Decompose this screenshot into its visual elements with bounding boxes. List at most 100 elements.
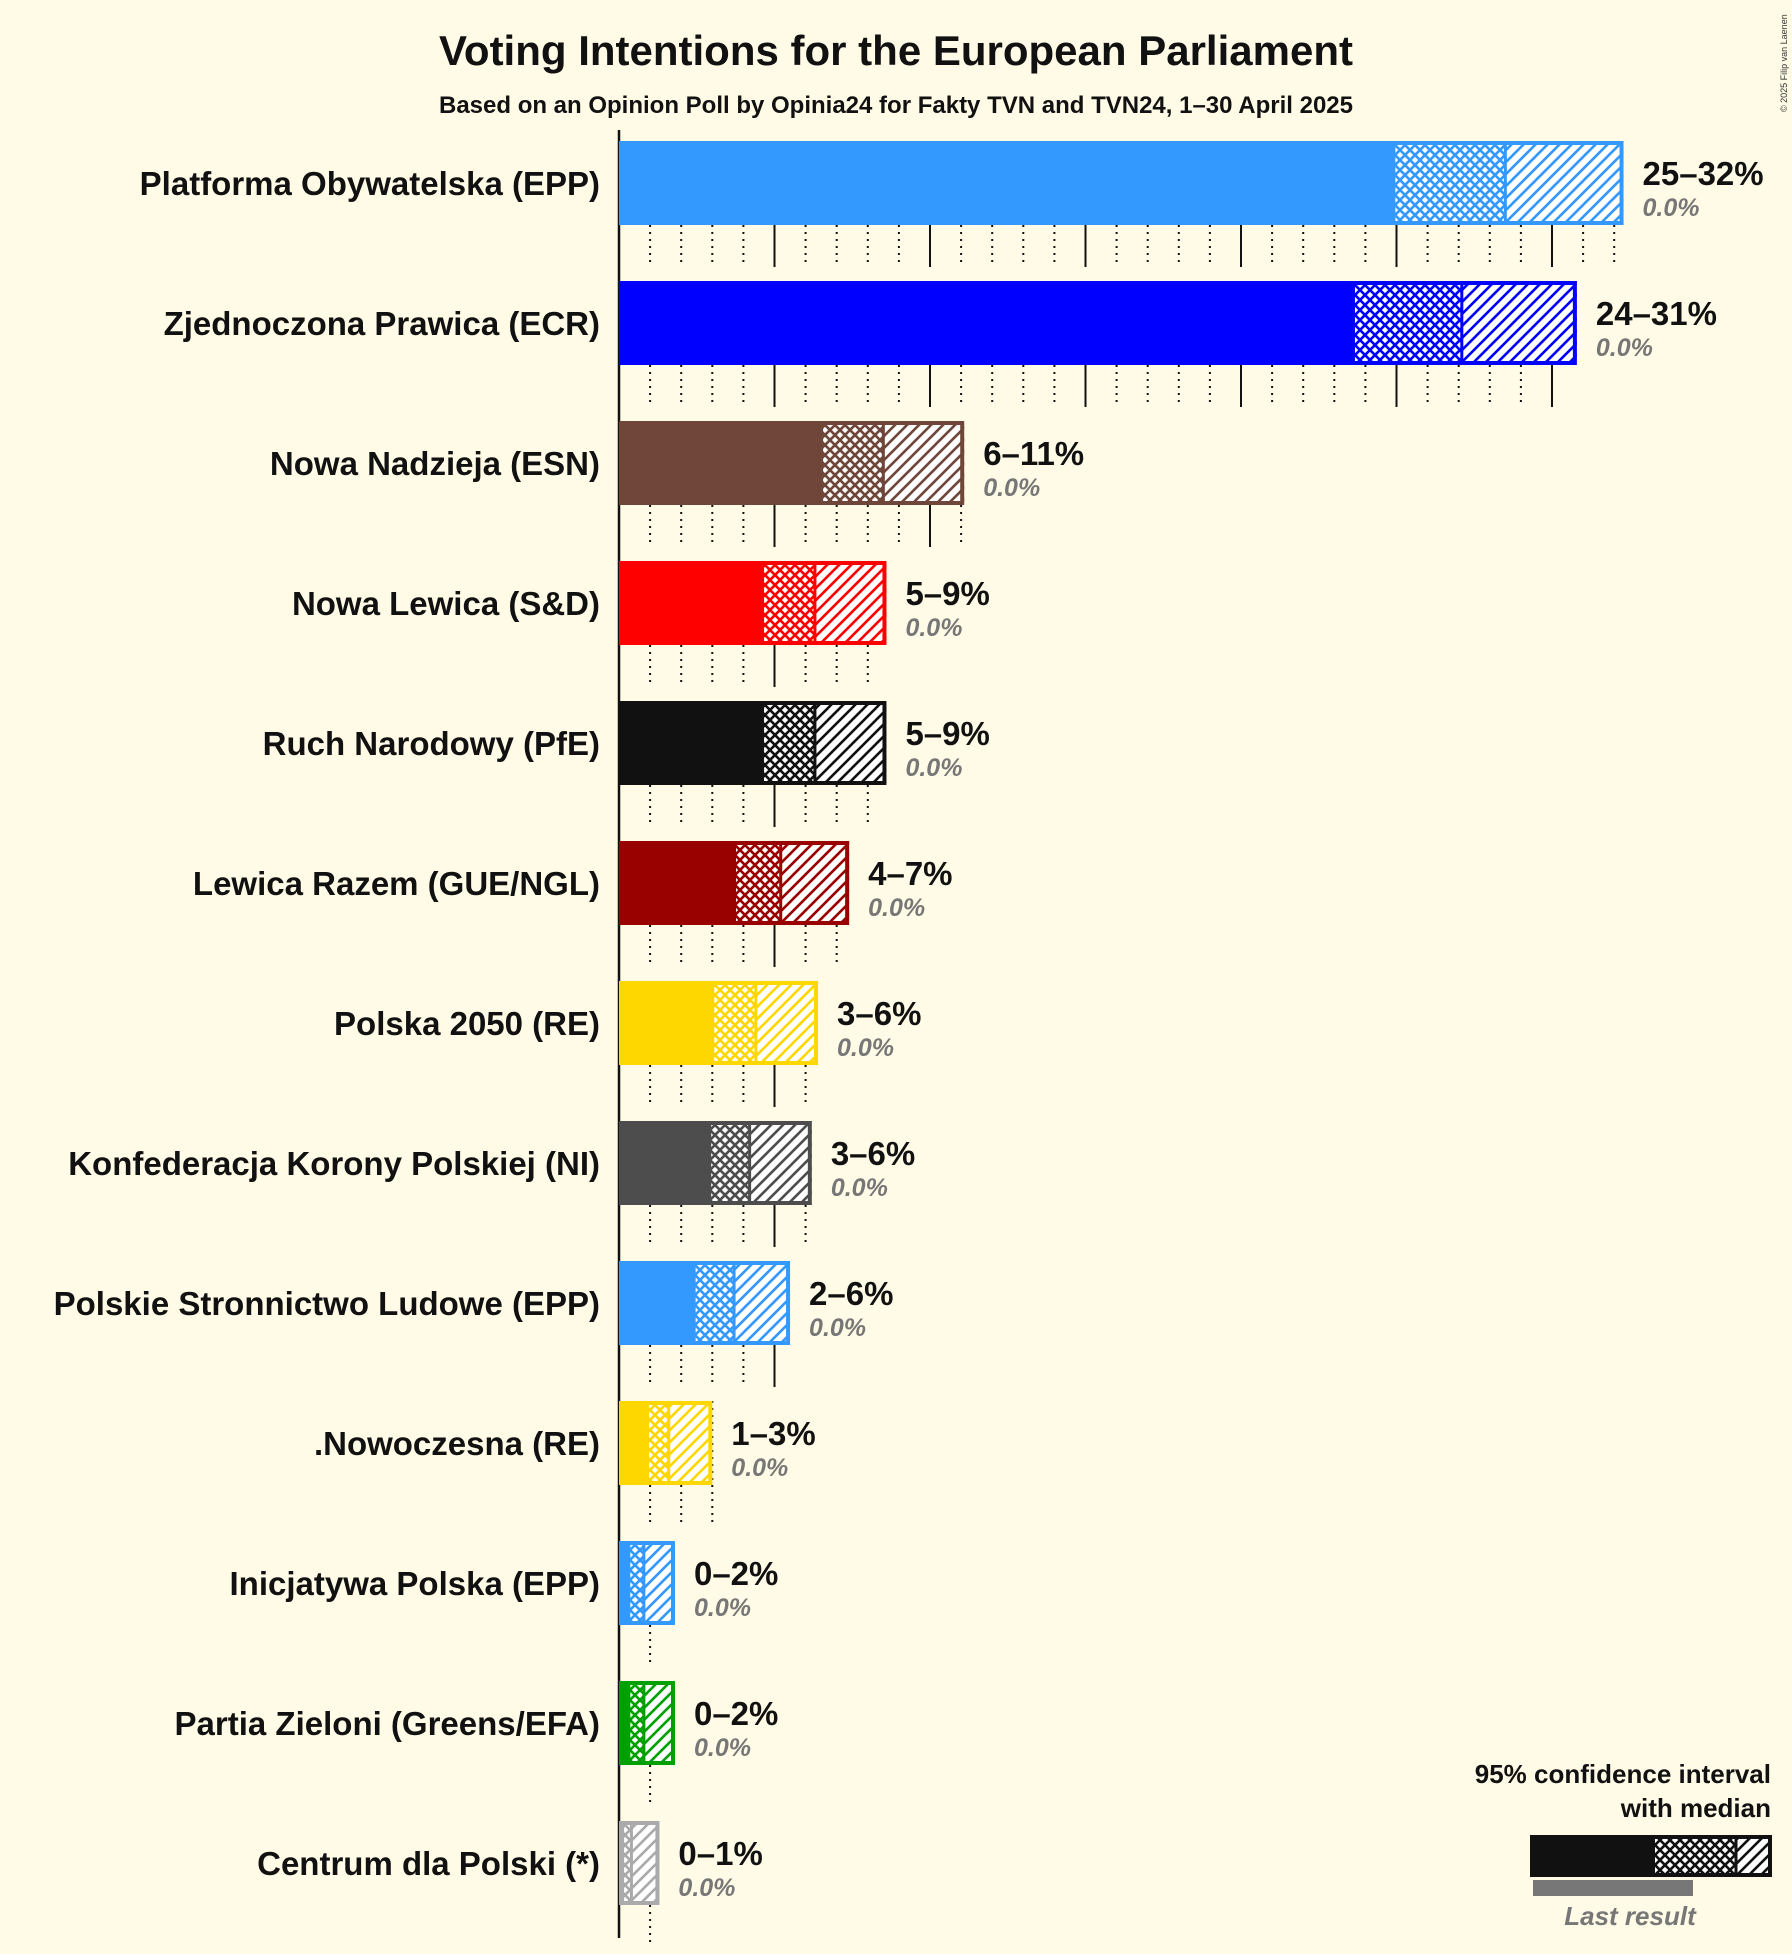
ci-outline: [707, 1121, 812, 1205]
ci-outline: [732, 841, 850, 925]
range-label: 2–6%: [809, 1275, 893, 1312]
party-label: Lewica Razem (GUE/NGL): [193, 865, 600, 902]
party-label: Centrum dla Polski (*): [257, 1845, 600, 1882]
party-label: Zjednoczona Prawica (ECR): [164, 305, 600, 342]
bar-solid: [619, 421, 822, 505]
chart-subtitle: Based on an Opinion Poll by Opinia24 for…: [439, 92, 1353, 119]
party-row: Nowa Lewica (S&D) 5–9%0.0%: [292, 561, 990, 645]
range-label: 3–6%: [837, 995, 921, 1032]
bar-ci-lower: [1393, 141, 1506, 225]
ci-outline: [819, 421, 965, 505]
party-label: Nowa Nadzieja (ESN): [270, 445, 600, 482]
legend-line-1: 95% confidence interval: [1475, 1759, 1771, 1789]
bar-ci-upper: [1505, 141, 1624, 225]
bar-ci-upper: [643, 1541, 675, 1625]
bar-ci-lower: [693, 1261, 735, 1345]
bar-ci-lower: [628, 1541, 644, 1625]
party-row: Zjednoczona Prawica (ECR) 24–31%0.0%: [164, 281, 1717, 365]
bar-solid: [619, 1541, 629, 1625]
bar-solid: [619, 1401, 647, 1485]
ci-outline: [691, 1261, 791, 1345]
party-label: Partia Zieloni (Greens/EFA): [175, 1705, 600, 1742]
ci-outline: [760, 561, 887, 645]
bar-ci-lower: [762, 561, 815, 645]
bar-ci-lower: [646, 1401, 669, 1485]
party-row: Polska 2050 (RE) 3–6%0.0%: [334, 981, 921, 1065]
range-label: 5–9%: [905, 575, 989, 612]
bar-ci-upper: [631, 1821, 660, 1905]
bar-group: Platforma Obywatelska (EPP) 25–32%0.0%Zje…: [54, 141, 1764, 1905]
bar-ci-upper: [883, 421, 965, 505]
ci-outline: [710, 981, 819, 1065]
party-label: Konfederacja Korony Polskiej (NI): [68, 1145, 600, 1182]
bar-solid: [619, 981, 713, 1065]
last-result-label: 0.0%: [694, 1734, 751, 1762]
bar-solid: [619, 141, 1394, 225]
party-row: .Nowoczesna (RE) 1–3%0.0%: [314, 1401, 816, 1485]
copyright-note: © 2025 Filip van Laenen: [1779, 14, 1789, 112]
legend-cross: [1653, 1835, 1736, 1877]
legend-line-2: with median: [1620, 1793, 1771, 1823]
range-label: 3–6%: [831, 1135, 915, 1172]
party-row: Inicjatywa Polska (EPP) 0–2%0.0%: [230, 1541, 778, 1625]
party-row: Ruch Narodowy (PfE) 5–9%0.0%: [263, 701, 990, 785]
bar-solid: [619, 281, 1353, 365]
last-result-label: 0.0%: [868, 894, 925, 922]
ci-outline: [620, 1821, 660, 1905]
party-label: Ruch Narodowy (PfE): [263, 725, 600, 762]
party-row: Polskie Stronnictwo Ludowe (EPP) 2–6%0.0%: [54, 1261, 893, 1345]
bar-solid: [619, 841, 735, 925]
chart-title: Voting Intentions for the European Parli…: [439, 27, 1353, 74]
last-result-label: 0.0%: [905, 614, 962, 642]
bar-solid: [619, 1261, 694, 1345]
ci-outline: [626, 1541, 675, 1625]
range-label: 0–2%: [694, 1695, 778, 1732]
last-result-label: 0.0%: [694, 1594, 751, 1622]
bar-ci-lower: [628, 1681, 644, 1765]
range-label: 0–2%: [694, 1555, 778, 1592]
bar-ci-upper: [668, 1401, 713, 1485]
range-label: 4–7%: [868, 855, 952, 892]
bar-ci-upper: [814, 561, 887, 645]
last-result-label: 0.0%: [1643, 194, 1700, 222]
bar-ci-upper: [814, 701, 887, 785]
bar-solid: [619, 561, 763, 645]
range-label: 0–1%: [678, 1835, 762, 1872]
last-result-label: 0.0%: [1596, 334, 1653, 362]
range-label: 5–9%: [905, 715, 989, 752]
range-label: 25–32%: [1643, 155, 1764, 192]
party-row: Lewica Razem (GUE/NGL) 4–7%0.0%: [193, 841, 953, 925]
bar-solid: [619, 701, 763, 785]
party-row: Partia Zieloni (Greens/EFA) 0–2%0.0%: [175, 1681, 778, 1765]
range-label: 24–31%: [1596, 295, 1717, 332]
bar-ci-lower: [1352, 281, 1462, 365]
legend: 95% confidence interval with median Last…: [1475, 1759, 1772, 1931]
last-result-label: 0.0%: [678, 1874, 735, 1902]
legend-swatch: [1530, 1835, 1772, 1896]
party-label: Platforma Obywatelska (EPP): [140, 165, 600, 202]
party-label: Polska 2050 (RE): [334, 1005, 600, 1042]
bar-ci-lower: [821, 421, 884, 505]
party-label: Polskie Stronnictwo Ludowe (EPP): [54, 1285, 600, 1322]
bar-ci-lower: [734, 841, 781, 925]
ci-outline: [1391, 141, 1624, 225]
last-result-label: 0.0%: [905, 754, 962, 782]
last-result-label: 0.0%: [831, 1174, 888, 1202]
last-result-label: 0.0%: [837, 1034, 894, 1062]
range-label: 1–3%: [731, 1415, 815, 1452]
bar-ci-upper: [1461, 281, 1577, 365]
bar-solid: [619, 1681, 629, 1765]
legend-last-bar: [1533, 1880, 1693, 1896]
party-label: .Nowoczesna (RE): [314, 1425, 600, 1462]
bar-ci-lower: [709, 1121, 750, 1205]
party-row: Platforma Obywatelska (EPP) 25–32%0.0%: [140, 141, 1764, 225]
bar-solid: [619, 1121, 710, 1205]
bar-ci-upper: [734, 1261, 791, 1345]
range-label: 6–11%: [983, 435, 1084, 472]
last-result-label: 0.0%: [809, 1314, 866, 1342]
bar-ci-lower: [622, 1821, 632, 1905]
legend-outline: [1651, 1835, 1772, 1877]
bar-ci-upper: [749, 1121, 812, 1205]
ci-outline: [644, 1401, 713, 1485]
